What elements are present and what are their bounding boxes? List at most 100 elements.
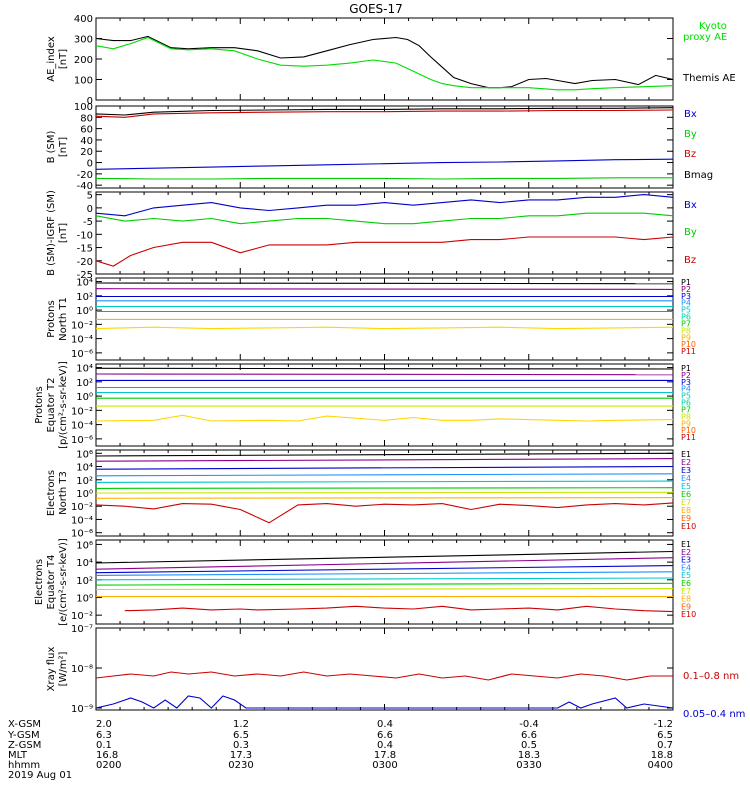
y-axis-label: B (SM)-IGRF (SM) — [46, 190, 57, 276]
y-tick-label: 100 — [74, 76, 93, 87]
series-line — [95, 373, 674, 376]
panel-8: 10⁻⁷ 10⁻⁸ 10⁻⁹ Xray flux [W/m²] — [46, 624, 674, 715]
footer-value: -0.4 — [519, 719, 539, 730]
series-line — [95, 35, 674, 89]
y-axis-label: Equator T4 — [46, 555, 57, 610]
y-tick-label: 10² — [76, 576, 93, 587]
legend-entry: E7 — [681, 498, 691, 507]
y-tick-label: 10⁻² — [71, 320, 93, 331]
series-line — [95, 236, 674, 267]
y-tick-label: 60 — [80, 125, 93, 136]
series-line — [95, 695, 674, 709]
legend-entry: P1 — [681, 364, 691, 373]
series-line — [95, 458, 674, 462]
legend-label: Bx — [684, 109, 697, 120]
legend-label: Bz — [684, 149, 696, 160]
legend-entry: P9 — [681, 419, 691, 428]
y-tick-label: 10⁻⁶ — [71, 349, 93, 360]
y-tick-label: 80 — [80, 113, 93, 124]
y-tick-label: 10⁶ — [76, 540, 93, 551]
legend-label: Bx — [684, 200, 697, 211]
y-tick-label: -5 — [83, 217, 93, 228]
footer-row-label: MLT — [8, 750, 28, 761]
series-line — [95, 36, 674, 91]
footer-value: 6.5 — [657, 730, 673, 741]
y-axis-label: Protons — [46, 300, 57, 337]
y-tick-label: 10⁻⁹ — [71, 704, 93, 715]
footer-value: 0.4 — [377, 719, 393, 730]
y-tick-label: 5 — [87, 191, 93, 202]
series-line — [95, 571, 674, 576]
y-axis-label: AE_index — [46, 36, 57, 82]
legend-entry: P4 — [681, 299, 691, 308]
legend-entry: P3 — [681, 378, 691, 387]
y-tick-label: 10⁻² — [71, 502, 93, 513]
legend-entry: E2 — [681, 458, 691, 467]
y-tick-label: 10⁻⁴ — [71, 515, 93, 526]
series-line — [95, 288, 674, 290]
legend-entry: E1 — [681, 450, 691, 459]
legend-entry: E4 — [681, 563, 691, 572]
y-axis-label: B (SM) — [46, 130, 57, 163]
legend-label: By — [684, 227, 697, 238]
y-tick-label: -20 — [77, 257, 93, 268]
y-tick-label: 10⁰ — [76, 306, 93, 317]
series-line — [95, 107, 674, 116]
y-axis-label: North T1 — [58, 297, 69, 341]
legend-entry: E10 — [681, 522, 696, 531]
legend-entry: P2 — [681, 371, 691, 380]
footer-row-label: 2019 Aug 01 — [8, 770, 72, 781]
series-line — [95, 588, 674, 591]
y-tick-label: 400 — [74, 14, 93, 25]
footer-value: 0200 — [96, 760, 121, 771]
y-tick-label: 10⁶ — [76, 449, 93, 460]
legend-label: 0.1–0.8 nm — [683, 671, 739, 682]
y-axis-label: Protons — [34, 386, 45, 423]
y-axis-label: Equator T2 — [46, 378, 57, 433]
y-tick-label: 10⁻⁴ — [71, 421, 93, 432]
footer-value: 0.1 — [96, 740, 112, 751]
y-tick-label: -40 — [77, 181, 93, 192]
panel-frame — [95, 627, 674, 711]
footer-value: 17.3 — [230, 750, 252, 761]
y-tick-label: 40 — [80, 136, 93, 147]
y-axis-label: [e/(cm²-s-sr-keV)] — [58, 538, 69, 626]
series-line — [95, 465, 674, 470]
panel-frame — [95, 363, 674, 447]
y-tick-label: 20 — [80, 147, 93, 158]
y-tick-label: 100 — [74, 102, 93, 113]
y-axis-label: Xray flux — [46, 647, 57, 692]
series-line — [95, 473, 674, 477]
legend-entry: P6 — [681, 313, 691, 322]
footer-value: 2.0 — [96, 719, 112, 730]
y-tick-label: 10² — [76, 292, 93, 303]
legend-entry: P9 — [681, 333, 691, 342]
footer-value: 18.3 — [518, 750, 540, 761]
y-tick-label: 10⁻² — [71, 611, 93, 622]
legend-entry: P10 — [681, 340, 696, 349]
series-line — [95, 326, 674, 330]
y-tick-label: 10⁻² — [71, 406, 93, 417]
series-line — [95, 671, 673, 681]
y-tick-label: 10⁴ — [76, 558, 93, 569]
legend-entry: E9 — [681, 514, 691, 523]
panel-6: 10⁶ 10⁴ 10² 10⁰ 10⁻² 10⁻⁴ 10⁻⁶ Electrons North T… — [46, 449, 696, 539]
panel-frame — [95, 105, 674, 189]
legend-label: Bz — [684, 255, 696, 266]
series-line — [95, 282, 674, 285]
footer-value: 0.5 — [521, 740, 537, 751]
series-line — [95, 557, 674, 570]
legend-entry: E6 — [681, 490, 691, 499]
y-axis-label: [nT] — [58, 49, 69, 69]
panel-1: 0 100 200 300 400 AE_index [nT] — [46, 14, 674, 107]
legend-entry: E3 — [681, 466, 691, 475]
y-axis-label: Electrons — [46, 470, 57, 516]
panel-5: 10⁴ 10² 10⁰ 10⁻² 10⁻⁴ 10⁻⁶ Protons Equator T2 [p… — [34, 361, 696, 449]
legend-entry: P8 — [681, 412, 691, 421]
footer-value: 16.8 — [96, 750, 118, 761]
legend-entry: E8 — [681, 595, 691, 604]
y-axis-label: [nT] — [58, 137, 69, 157]
panel-7: 10⁶ 10⁴ 10² 10⁰ 10⁻² Electrons Equator T4 [e/(c… — [34, 538, 696, 626]
legend-entry: E4 — [681, 474, 691, 483]
